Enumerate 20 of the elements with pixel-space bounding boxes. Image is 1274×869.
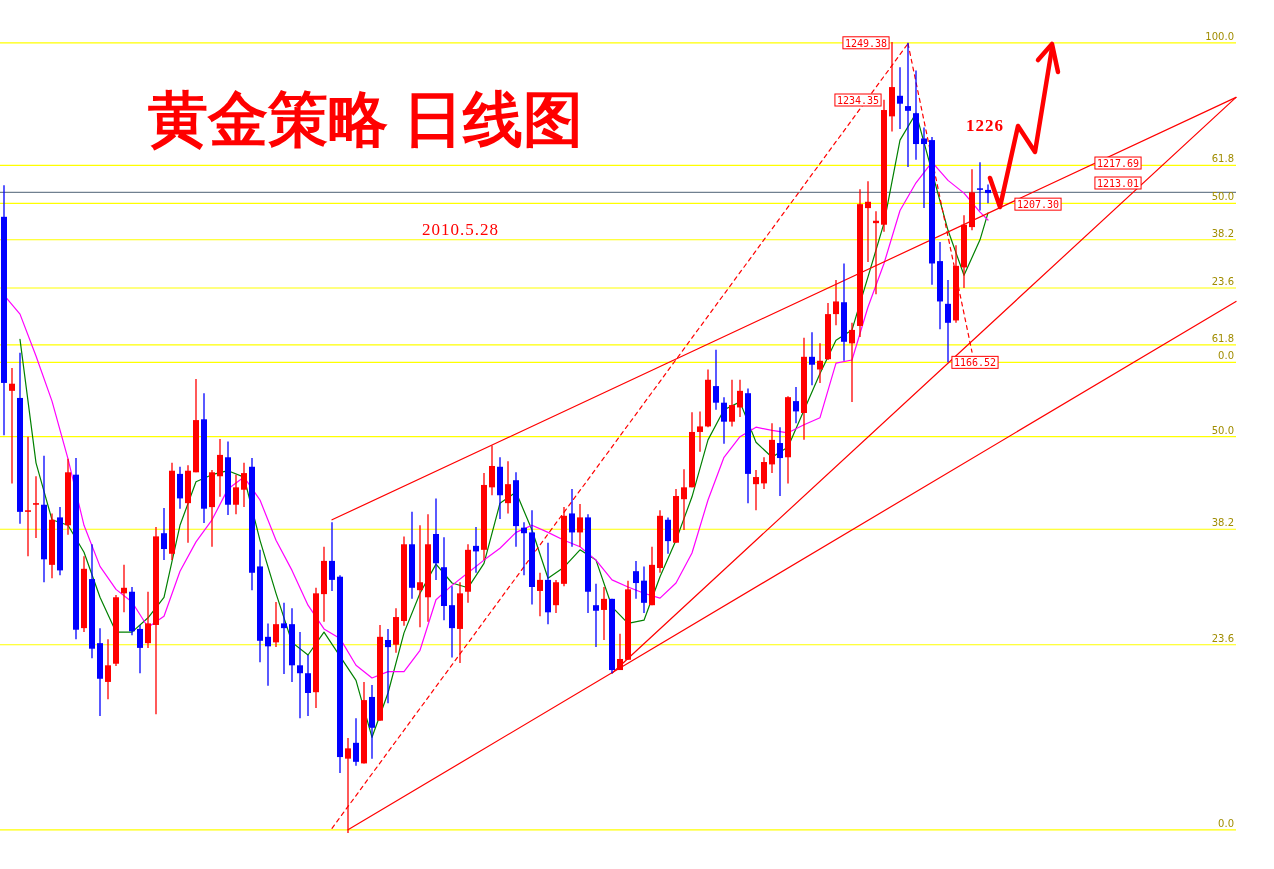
annotation: 61.8 (1211, 332, 1234, 344)
label-box: 1166.52 (951, 355, 999, 369)
label-box: 1249.38 (842, 36, 890, 50)
text: 黄金策略 日线图 (148, 87, 583, 153)
label-box: 1207.30 (1014, 197, 1062, 211)
annotation: 23.6 (1211, 276, 1234, 287)
annotation: 0.0 (1218, 350, 1234, 362)
annotation: 1226 (966, 116, 1004, 135)
annotation: 61.8 (1211, 153, 1234, 165)
label-box: 1213.01 (1094, 176, 1142, 190)
annotation: 38.2 (1211, 517, 1234, 529)
annotation: 50.0 (1211, 191, 1234, 203)
label-box: 1234.35 (834, 93, 882, 107)
annotation: 50.0 (1211, 424, 1234, 436)
annotation: 38.2 (1211, 227, 1234, 239)
annotation: 23.6 (1211, 632, 1234, 644)
label-box: 1217.69 (1094, 156, 1142, 170)
annotation: 100.0 (1205, 30, 1234, 42)
annotation: 0.0 (1218, 817, 1234, 829)
annotation: 2010.5.28 (422, 220, 499, 239)
